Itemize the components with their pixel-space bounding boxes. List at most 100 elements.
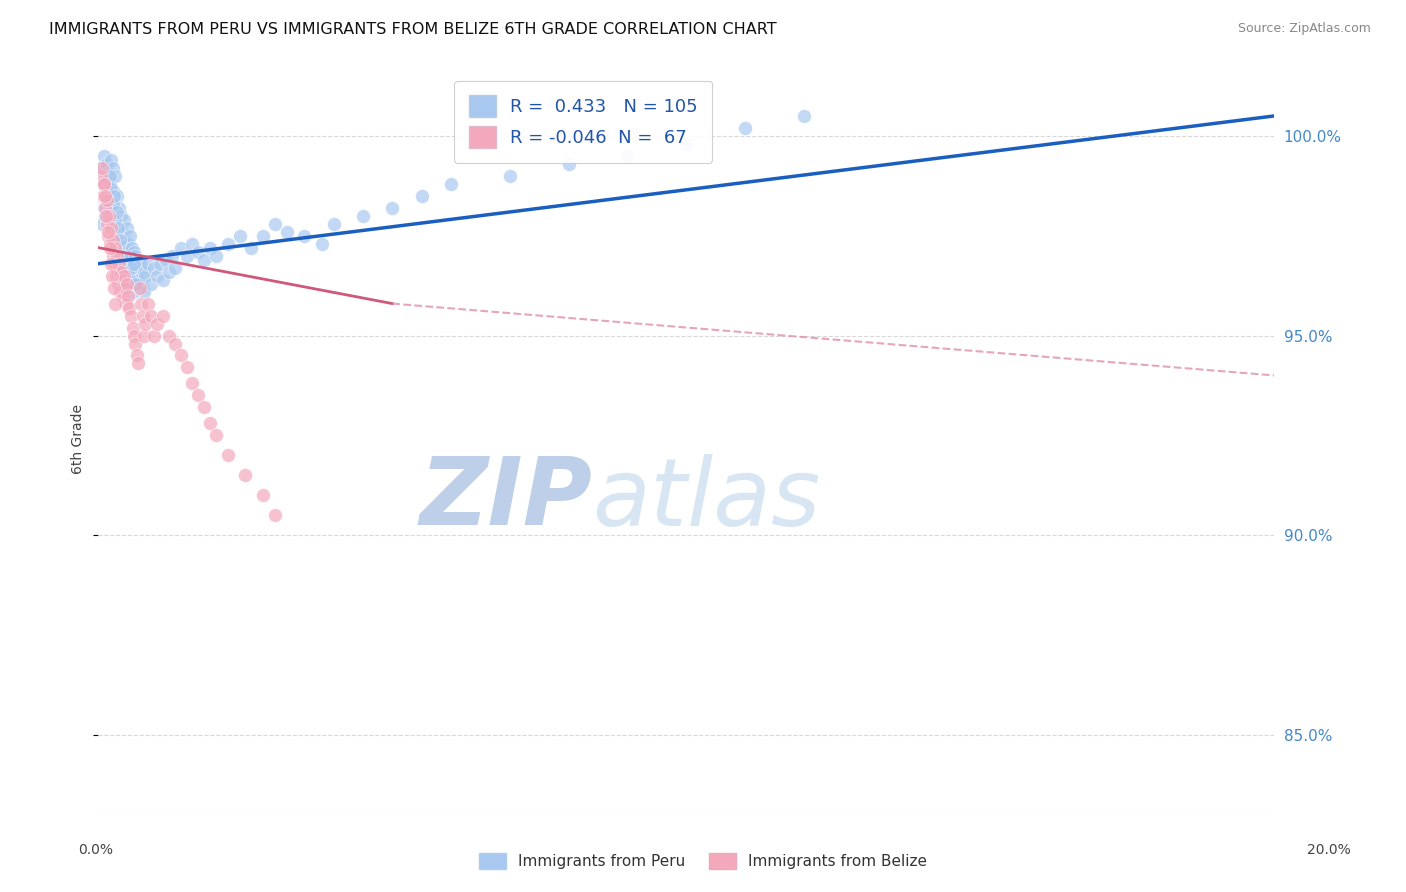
Point bbox=[98, 169, 121, 183]
Point bbox=[157, 328, 180, 343]
Point bbox=[105, 249, 128, 263]
Point bbox=[127, 356, 149, 370]
Point bbox=[112, 268, 135, 283]
Point bbox=[128, 280, 150, 294]
Point bbox=[734, 120, 756, 135]
Point bbox=[557, 157, 579, 171]
Point bbox=[128, 260, 150, 275]
Point bbox=[111, 225, 134, 239]
Point bbox=[115, 296, 138, 310]
Text: atlas: atlas bbox=[592, 454, 821, 545]
Point bbox=[205, 428, 228, 442]
Point bbox=[104, 212, 127, 227]
Point bbox=[134, 285, 156, 299]
Point bbox=[122, 328, 145, 343]
Point bbox=[112, 268, 135, 283]
Point bbox=[217, 236, 239, 251]
Point bbox=[440, 177, 463, 191]
Point bbox=[105, 204, 128, 219]
Point bbox=[101, 249, 124, 263]
Point bbox=[381, 201, 404, 215]
Point bbox=[152, 309, 174, 323]
Point bbox=[115, 252, 138, 267]
Point bbox=[91, 217, 114, 231]
Point bbox=[94, 189, 117, 203]
Point bbox=[122, 244, 145, 259]
Point bbox=[103, 257, 125, 271]
Point bbox=[97, 225, 120, 239]
Point bbox=[120, 272, 142, 286]
Point bbox=[157, 265, 180, 279]
Point bbox=[97, 181, 120, 195]
Point bbox=[104, 241, 127, 255]
Point bbox=[94, 189, 117, 203]
Point bbox=[110, 249, 132, 263]
Point bbox=[793, 109, 815, 123]
Point bbox=[125, 277, 148, 291]
Point bbox=[98, 173, 121, 187]
Point bbox=[114, 280, 136, 294]
Text: ZIP: ZIP bbox=[419, 453, 592, 545]
Point bbox=[235, 468, 257, 483]
Point bbox=[93, 177, 115, 191]
Point bbox=[228, 228, 250, 243]
Point bbox=[124, 249, 146, 263]
Point bbox=[110, 265, 132, 279]
Point bbox=[121, 320, 143, 334]
Point bbox=[112, 241, 135, 255]
Point bbox=[93, 149, 115, 163]
Point bbox=[90, 169, 112, 183]
Text: 0.0%: 0.0% bbox=[79, 843, 112, 857]
Point bbox=[146, 268, 169, 283]
Point bbox=[217, 448, 239, 462]
Point bbox=[240, 241, 263, 255]
Point bbox=[124, 336, 146, 351]
Point bbox=[131, 280, 153, 294]
Point bbox=[311, 236, 333, 251]
Point bbox=[131, 257, 153, 271]
Point bbox=[94, 169, 117, 183]
Point bbox=[104, 169, 127, 183]
Point bbox=[252, 228, 274, 243]
Point bbox=[132, 265, 155, 279]
Y-axis label: 6th Grade: 6th Grade bbox=[72, 404, 86, 475]
Point bbox=[91, 177, 114, 191]
Point bbox=[120, 252, 142, 267]
Point bbox=[96, 193, 118, 207]
Point bbox=[181, 236, 204, 251]
Point bbox=[103, 280, 125, 294]
Point bbox=[322, 217, 344, 231]
Point bbox=[193, 252, 215, 267]
Point bbox=[101, 196, 124, 211]
Point bbox=[101, 161, 124, 175]
Point bbox=[205, 249, 228, 263]
Point bbox=[107, 220, 129, 235]
Point bbox=[108, 201, 131, 215]
Point bbox=[108, 257, 131, 271]
Point bbox=[108, 233, 131, 247]
Point bbox=[276, 225, 298, 239]
Point bbox=[124, 257, 146, 271]
Point bbox=[121, 241, 143, 255]
Point bbox=[105, 217, 128, 231]
Text: Source: ZipAtlas.com: Source: ZipAtlas.com bbox=[1237, 22, 1371, 36]
Point bbox=[141, 277, 163, 291]
Point bbox=[292, 228, 315, 243]
Point bbox=[181, 376, 204, 391]
Point bbox=[141, 309, 163, 323]
Point bbox=[90, 161, 112, 175]
Point bbox=[127, 252, 149, 267]
Point bbox=[115, 220, 138, 235]
Point bbox=[125, 268, 148, 283]
Point bbox=[352, 209, 374, 223]
Point bbox=[163, 336, 186, 351]
Point bbox=[100, 220, 122, 235]
Point bbox=[129, 277, 152, 291]
Point bbox=[125, 349, 148, 363]
Point bbox=[103, 189, 125, 203]
Point bbox=[115, 244, 138, 259]
Point bbox=[118, 228, 141, 243]
Point bbox=[263, 508, 285, 523]
Point bbox=[117, 236, 139, 251]
Point bbox=[134, 328, 156, 343]
